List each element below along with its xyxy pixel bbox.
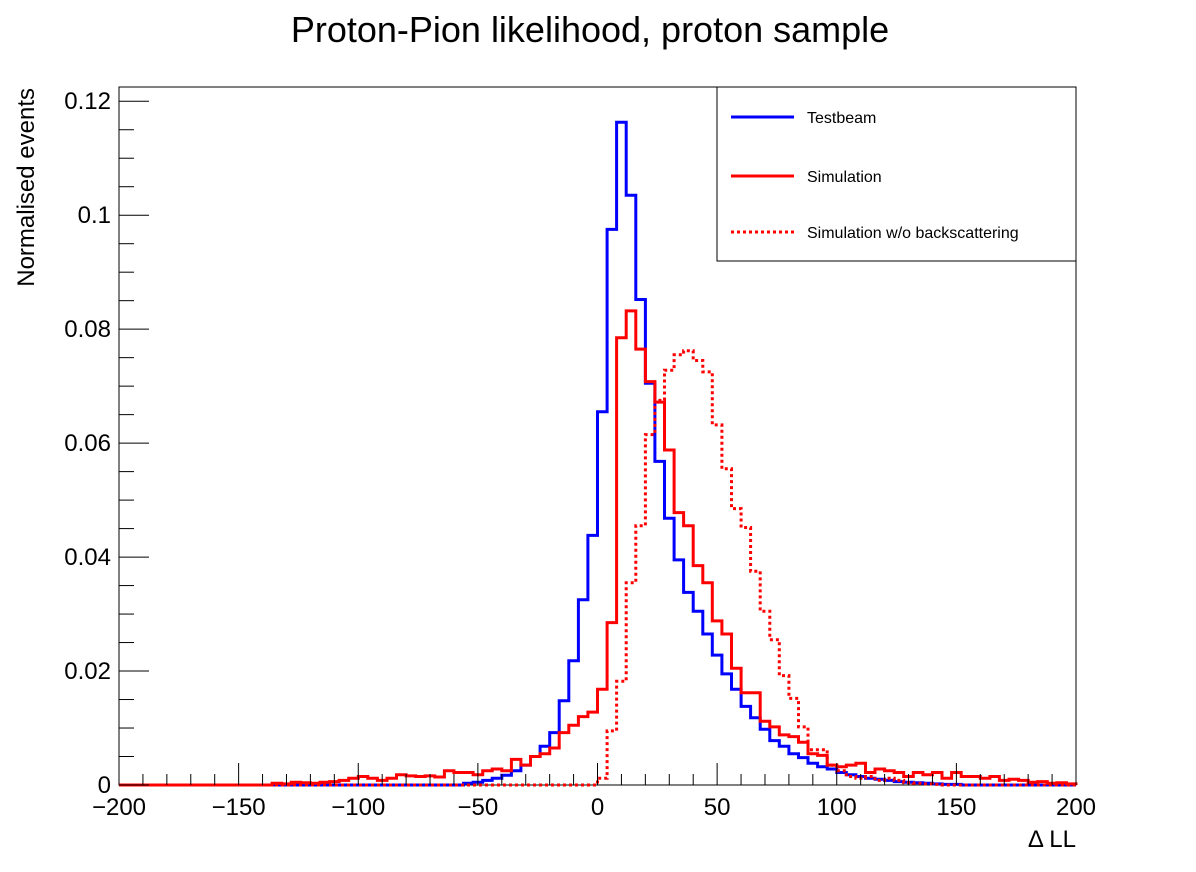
legend: Testbeam Simulation Simulation w/o backsca… — [716, 86, 1077, 262]
series-layer — [119, 120, 1078, 787]
legend-label-1: Testbeam — [807, 110, 876, 127]
y-tick-label: 0.12 — [64, 88, 111, 115]
x-axis-label: Δ LL — [1028, 826, 1076, 853]
x-tick-label: 200 — [1056, 794, 1096, 821]
x-tick-label: −150 — [212, 794, 266, 821]
x-tick-label: 0 — [591, 794, 604, 821]
x-tick-label: 100 — [817, 794, 857, 821]
series-line-2 — [119, 309, 1078, 787]
y-axis: 0 0.02 0.04 0.06 0.08 0.1 0.12 — [64, 88, 149, 799]
y-tick-label: 0 — [98, 772, 111, 799]
x-axis: −200 −150 −100 −50 0 50 100 150 200 — [92, 763, 1096, 821]
y-tick-label: 0.06 — [64, 430, 111, 457]
x-tick-label: −200 — [92, 794, 146, 821]
legend-label-3: Simulation w/o backscattering — [807, 225, 1019, 242]
y-tick-label: 0.08 — [64, 316, 111, 343]
y-axis-label: Normalised events — [13, 88, 40, 287]
y-tick-label: 0.1 — [78, 202, 111, 229]
y-tick-label: 0.02 — [64, 658, 111, 685]
x-tick-label: −100 — [331, 794, 385, 821]
y-tick-label: 0.04 — [64, 544, 111, 571]
legend-label-2: Simulation — [807, 169, 882, 186]
series-line-3 — [119, 349, 1076, 787]
chart-title: Proton-Pion likelihood, proton sample — [291, 9, 889, 50]
x-tick-label: −50 — [458, 794, 499, 821]
x-tick-label: 150 — [936, 794, 976, 821]
x-tick-label: 50 — [704, 794, 731, 821]
